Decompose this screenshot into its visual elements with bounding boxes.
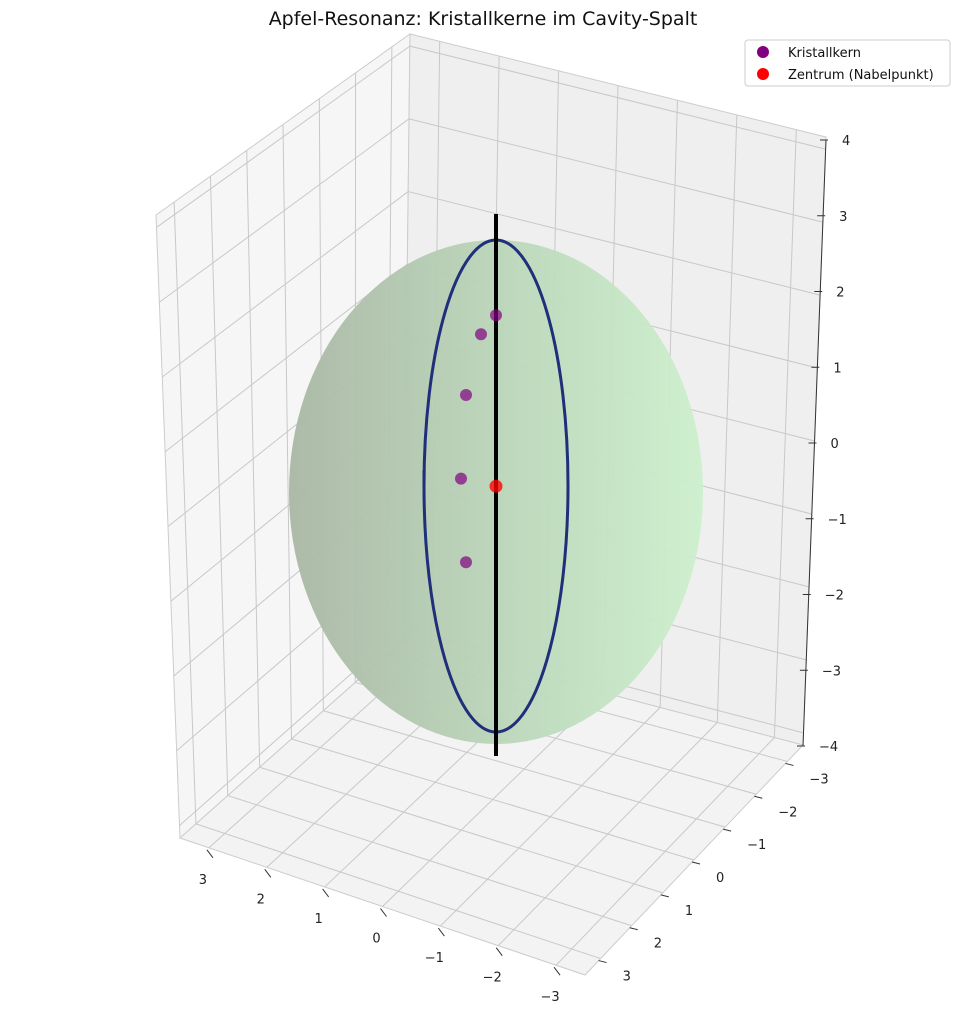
kristallkern-point xyxy=(490,309,502,322)
y-tick-label: 1 xyxy=(685,904,693,919)
z-tick-label: 4 xyxy=(842,134,850,149)
grid-line xyxy=(323,710,726,828)
kristallkern-point xyxy=(460,389,472,401)
y-tick-label: 0 xyxy=(716,871,724,886)
y-tick-label: −2 xyxy=(778,805,797,820)
y-tick xyxy=(785,762,794,766)
z-tick-label: 2 xyxy=(836,286,844,301)
y-tick xyxy=(723,828,732,832)
x-tick-label: −3 xyxy=(540,990,559,1005)
x-tick-label: 1 xyxy=(315,912,323,927)
center-point xyxy=(489,479,503,493)
x-tick xyxy=(206,849,214,859)
grid-line xyxy=(161,191,409,378)
y-tick-label: −1 xyxy=(747,838,766,853)
x-tick-label: 0 xyxy=(372,932,380,947)
points-layer xyxy=(455,309,503,569)
x-tick xyxy=(553,966,561,976)
legend-label-kristallkern: Kristallkern xyxy=(788,46,861,61)
z-tick-label: 0 xyxy=(831,437,839,452)
z-tick-label: 1 xyxy=(833,361,841,376)
x-axis: 3 2 1 0 −1 −2 −3 xyxy=(199,849,561,1005)
z-tick-label: 3 xyxy=(839,210,847,225)
legend-label-zentrum: Zentrum (Nabelpunkt) xyxy=(788,68,934,83)
y-tick xyxy=(629,927,638,931)
y-axis: −3 −2 −1 0 1 2 3 xyxy=(598,762,829,985)
grid-line xyxy=(555,737,775,966)
x-tick-label: −1 xyxy=(425,951,444,966)
z-axis: 4 3 2 1 0 −1 −2 −3 −4 xyxy=(797,134,850,755)
legend: Kristallkern Zentrum (Nabelpunkt) xyxy=(744,39,951,87)
x-tick xyxy=(495,947,503,956)
grid-line xyxy=(159,118,410,303)
grid-line xyxy=(291,738,695,861)
x-tick xyxy=(380,908,387,917)
kristallkern-point xyxy=(455,472,467,485)
y-tick xyxy=(660,894,669,898)
y-tick-label: 3 xyxy=(623,970,631,985)
y-tick xyxy=(691,861,701,865)
grid-line xyxy=(409,45,826,150)
y-tick xyxy=(598,960,607,964)
grid-line xyxy=(408,118,823,223)
kristallkern-point xyxy=(460,556,472,569)
grid-line xyxy=(497,722,718,946)
x-tick-label: −2 xyxy=(483,971,502,986)
x-tick-label: 2 xyxy=(257,892,265,907)
grid-line xyxy=(408,191,821,296)
x-tick-label: 3 xyxy=(199,873,207,888)
z-tick-label: −3 xyxy=(822,664,841,679)
y-tick-label: −3 xyxy=(809,772,828,787)
legend-marker-zentrum xyxy=(757,68,769,80)
legend-marker-kristallkern xyxy=(757,46,769,58)
grid-line xyxy=(440,707,661,927)
x-tick xyxy=(264,869,272,878)
y-tick-label: 2 xyxy=(654,937,662,952)
z-tick-label: −1 xyxy=(828,513,847,528)
grid-line xyxy=(156,45,411,228)
z-tick-label: −2 xyxy=(825,589,844,604)
x-tick xyxy=(322,888,330,898)
kristallkern-point xyxy=(475,328,487,341)
chart-title: Apfel-Resonanz: Kristallkerne im Cavity-… xyxy=(269,8,698,30)
z-tick-label: −4 xyxy=(819,740,838,755)
y-tick xyxy=(754,795,763,799)
x-tick xyxy=(437,927,445,937)
